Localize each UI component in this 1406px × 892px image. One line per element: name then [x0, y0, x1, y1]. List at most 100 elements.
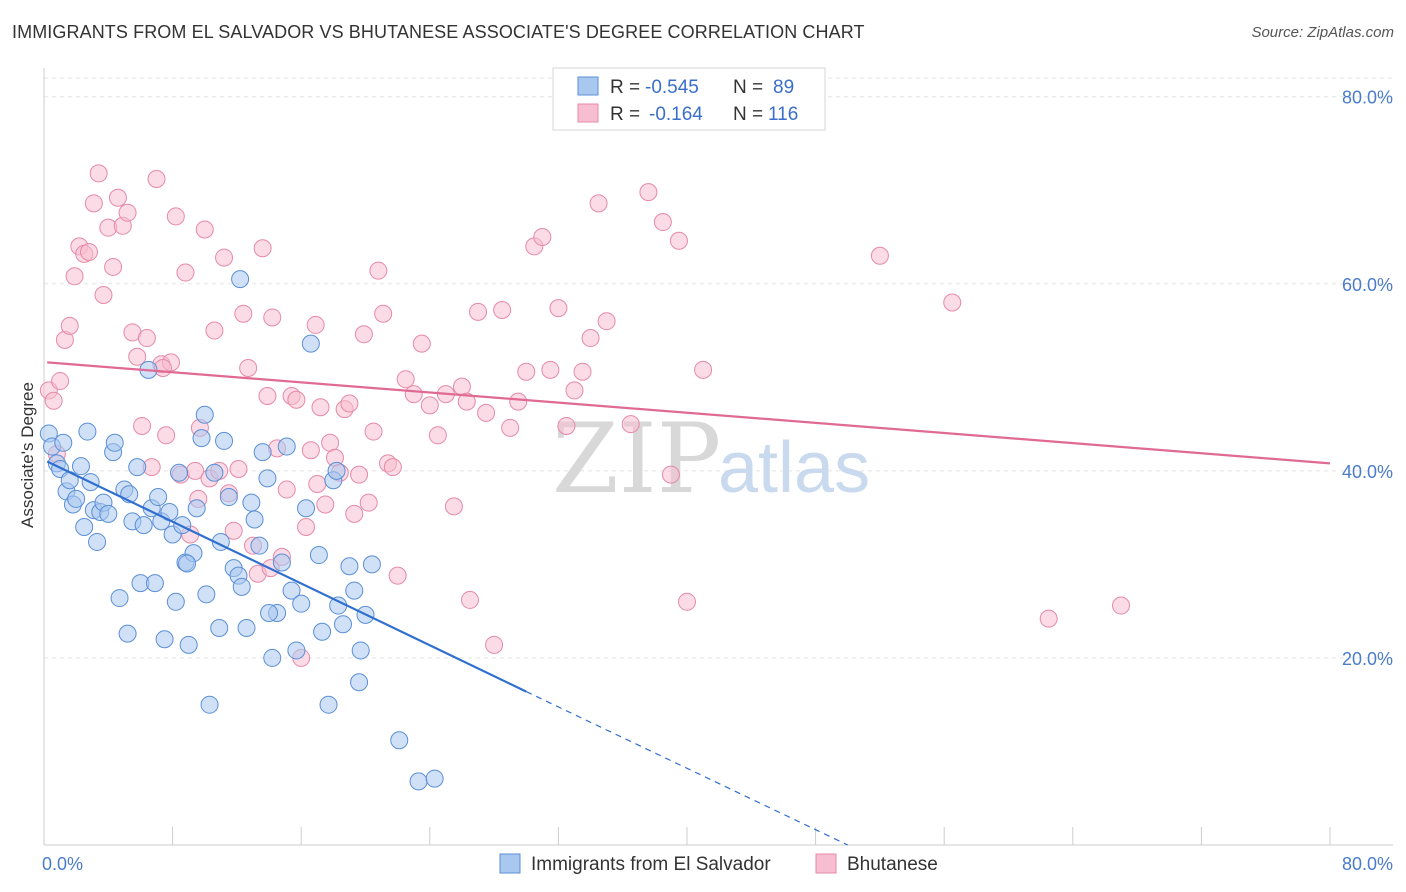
bhutanese-point — [195, 220, 214, 239]
y-tick-label: 80.0% — [1342, 88, 1393, 108]
el-salvador-point — [155, 630, 174, 649]
bhutanese-point — [277, 480, 296, 499]
el-salvador-point — [242, 493, 261, 512]
legend-n-label-pink: N = — [733, 104, 763, 125]
el-salvador-trend-extension — [525, 691, 849, 846]
el-salvador-point — [145, 574, 164, 593]
bhutanese-point — [108, 188, 127, 207]
bhutanese-point — [224, 521, 243, 540]
legend-swatch-pink — [577, 103, 599, 123]
legend-r-value-pink: -0.164 — [649, 104, 703, 125]
bhutanese-point — [297, 517, 316, 536]
el-salvador-point — [272, 553, 291, 572]
bhutanese-point — [485, 635, 504, 654]
bhutanese-point — [678, 592, 696, 611]
el-salvador-point — [258, 469, 277, 488]
el-salvador-point — [200, 695, 219, 714]
el-salvador-trend-line — [46, 460, 527, 693]
el-salvador-point — [319, 695, 338, 714]
bhutanese-point — [460, 590, 479, 609]
bhutanese-point — [157, 426, 176, 445]
bhutanese-point — [404, 385, 423, 404]
bhutanese-point — [943, 293, 962, 312]
bhutanese-point — [65, 267, 84, 286]
bhutanese-point — [301, 441, 320, 460]
bhutanese-point — [166, 207, 185, 226]
bhutanese-point — [383, 458, 402, 477]
el-salvador-point — [350, 673, 369, 692]
bhutanese-point — [621, 415, 640, 434]
el-salvador-point — [195, 405, 214, 424]
bhutanese-point — [477, 403, 496, 422]
bhutanese-point — [412, 334, 431, 353]
el-salvador-point — [340, 557, 359, 576]
bhutanese-point — [311, 398, 330, 417]
bhutanese-point — [215, 248, 234, 267]
y-axis-title: Associate's Degree — [18, 382, 37, 528]
el-salvador-point — [231, 270, 250, 289]
el-salvador-point — [277, 437, 296, 456]
bhutanese-point — [60, 316, 79, 335]
bhutanese-point — [316, 495, 335, 514]
bhutanese-point — [44, 391, 63, 410]
bhutanese-point — [870, 246, 889, 265]
bhutanese-point — [388, 566, 407, 585]
el-salvador-point — [245, 510, 264, 529]
bhutanese-point — [1112, 596, 1131, 615]
bhutanese-point — [350, 465, 369, 484]
el-salvador-points — [39, 270, 444, 791]
el-salvador-point — [327, 461, 346, 480]
y-tick-label: 60.0% — [1342, 275, 1393, 295]
el-salvador-point — [219, 488, 238, 507]
legend-n-value-pink: 116 — [768, 104, 798, 125]
bhutanese-point — [565, 381, 584, 400]
el-salvador-point — [75, 517, 94, 536]
el-salvador-point — [149, 488, 168, 507]
el-salvador-point — [232, 577, 251, 596]
el-salvador-point — [210, 618, 229, 637]
bhutanese-point — [533, 228, 552, 247]
bhutanese-point — [469, 302, 488, 321]
bhutanese-point — [364, 422, 383, 441]
el-salvador-point — [345, 581, 364, 600]
series-swatch-bhutanese — [815, 853, 837, 874]
bhutanese-point — [239, 358, 258, 377]
bhutanese-point — [369, 261, 388, 280]
el-salvador-point — [263, 648, 282, 667]
el-salvador-point — [54, 433, 73, 452]
el-salvador-point — [173, 516, 192, 535]
el-salvador-point — [301, 334, 320, 353]
bhutanese-point — [541, 360, 560, 379]
bhutanese-point — [340, 394, 359, 413]
el-salvador-point — [78, 422, 97, 441]
bhutanese-point — [452, 377, 471, 396]
el-salvador-point — [287, 641, 306, 660]
bhutanese-point — [493, 300, 512, 319]
bhutanese-point — [80, 242, 99, 261]
bhutanese-point — [549, 299, 568, 318]
bhutanese-point — [104, 257, 123, 276]
bhutanese-point — [306, 315, 325, 334]
el-salvador-point — [253, 443, 272, 462]
bhutanese-point — [661, 465, 680, 484]
el-salvador-point — [110, 589, 129, 608]
el-salvador-point — [71, 457, 90, 476]
bhutanese-point — [321, 433, 340, 452]
el-salvador-point — [187, 499, 206, 518]
el-salvador-point — [260, 604, 279, 623]
el-salvador-point — [313, 622, 332, 641]
correlation-legend: R = -0.545 N = 89 R = -0.164 N = 116 — [552, 67, 826, 131]
bhutanese-point — [359, 493, 378, 512]
el-salvador-point — [99, 504, 118, 523]
bhutanese-point — [597, 312, 616, 331]
legend-n-label-blue: N = — [733, 77, 763, 98]
el-salvador-point — [409, 772, 428, 791]
bhutanese-trend-line — [47, 361, 1331, 465]
el-salvador-point — [390, 731, 409, 750]
bhutanese-point — [1039, 609, 1058, 628]
bhutanese-point — [444, 497, 463, 516]
y-tick-label: 20.0% — [1342, 649, 1393, 669]
x-tick-label-min: 0.0% — [42, 854, 83, 874]
bhutanese-point — [133, 416, 152, 435]
series-label-bhutanese: Bhutanese — [847, 854, 938, 875]
